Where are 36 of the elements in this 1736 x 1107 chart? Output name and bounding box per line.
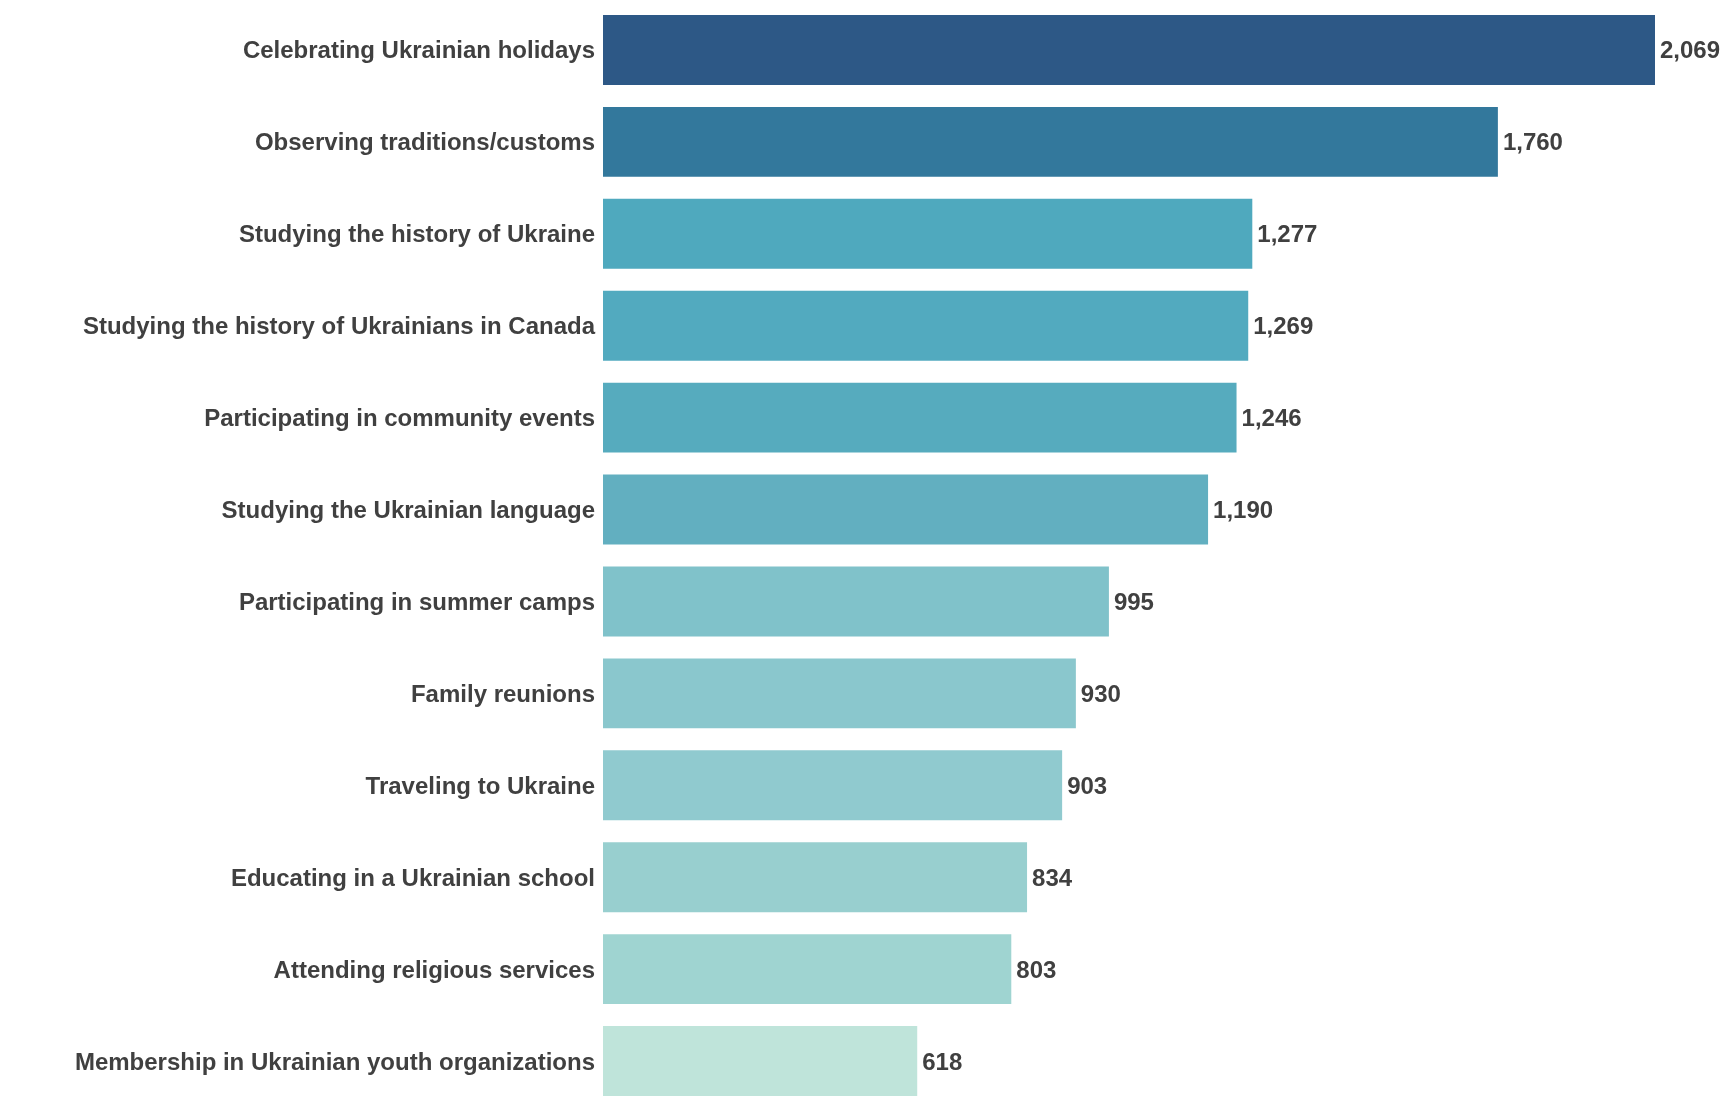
- y-tick-label: Studying the Ukrainian language: [221, 496, 595, 524]
- y-tick-label: Educating in a Ukrainian school: [230, 863, 595, 891]
- data-label: 995: [1113, 587, 1154, 615]
- y-tick-label: Attending religious services: [273, 955, 595, 983]
- bar: [603, 15, 1655, 85]
- y-tick-label: Studying the history of Ukraine: [238, 220, 595, 248]
- data-label: 1,277: [1257, 220, 1318, 248]
- data-label: 930: [1080, 679, 1121, 707]
- bar: [603, 198, 1253, 269]
- data-label: 834: [1032, 863, 1073, 891]
- bar: [603, 1026, 918, 1096]
- bar: [603, 290, 1249, 361]
- bar: [603, 842, 1028, 913]
- data-label: 1,246: [1241, 404, 1302, 432]
- bar: [603, 566, 1109, 637]
- data-label: 803: [1016, 955, 1057, 983]
- y-tick-label: Family reunions: [410, 679, 595, 707]
- bar: [603, 934, 1012, 1005]
- data-label: 1,760: [1502, 128, 1563, 156]
- bar: [603, 474, 1209, 545]
- data-label: 2,069: [1660, 36, 1721, 64]
- data-label: 1,269: [1253, 312, 1314, 340]
- bar: [603, 750, 1063, 821]
- bar: [603, 658, 1076, 729]
- y-tick-label: Celebrating Ukrainian holidays: [242, 36, 595, 64]
- data-label: 1,190: [1213, 496, 1274, 524]
- data-label: 903: [1067, 771, 1108, 799]
- y-tick-label: Observing traditions/customs: [254, 128, 595, 156]
- data-label: 618: [922, 1047, 963, 1075]
- y-tick-label: Participating in summer camps: [238, 587, 595, 615]
- y-tick-label: Participating in community events: [204, 404, 595, 432]
- y-tick-label: Traveling to Ukraine: [365, 771, 595, 799]
- bar: [603, 106, 1498, 177]
- y-tick-label: Studying the history of Ukrainians in Canada: [82, 312, 596, 340]
- y-tick-label: Membership in Ukrainian youth organizations: [74, 1047, 595, 1075]
- bar: [603, 382, 1237, 453]
